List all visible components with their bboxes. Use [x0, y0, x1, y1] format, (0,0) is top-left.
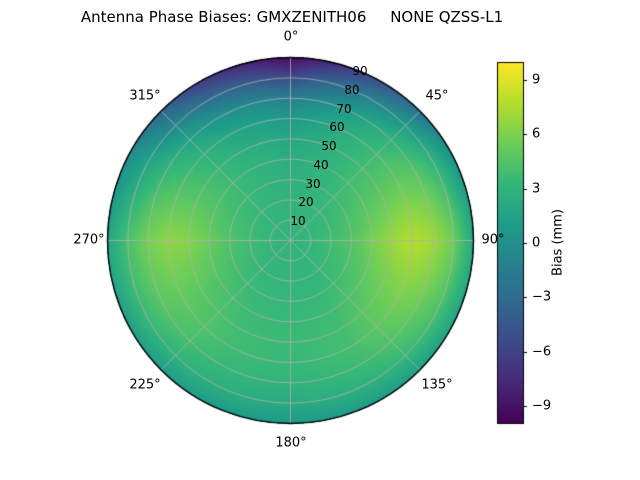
radial-tick-label-10: 10 [290, 214, 306, 228]
radial-tick-label-50: 50 [321, 139, 337, 153]
radial-tick-label-60: 60 [329, 120, 345, 134]
azimuth-tick-label-90: 90° [481, 232, 505, 248]
radial-tick-label-40: 40 [313, 158, 329, 172]
azimuth-tick-label-135: 135° [421, 377, 453, 393]
colorbar-tick-label-m3: −3 [532, 289, 552, 305]
colorbar-tick-label-m6: −6 [532, 344, 552, 360]
colorbar-axis-label: Bias (mm) [550, 209, 566, 276]
radial-tick-label-90: 90 [352, 64, 368, 78]
azimuth-tick-label-315: 315° [129, 88, 161, 104]
radial-tick-label-30: 30 [305, 177, 321, 191]
azimuth-tick-label-45: 45° [425, 88, 449, 104]
azimuth-tick-label-270: 270° [73, 232, 105, 248]
colorbar-tick-label-m9: −9 [532, 398, 552, 414]
azimuth-tick-label-180: 180° [275, 435, 307, 451]
colorbar-tick-label-9: 9 [532, 72, 541, 88]
radial-tick-label-80: 80 [344, 83, 360, 97]
colorbar-tick-label-0: 0 [532, 235, 541, 251]
chart-title: Antenna Phase Biases: GMXZENITH06 NONE Q… [80, 8, 504, 26]
azimuth-tick-label-225: 225° [129, 377, 161, 393]
azimuth-tick-label-0: 0° [283, 29, 299, 45]
radial-tick-label-20: 20 [298, 195, 314, 209]
colorbar-tick-label-6: 6 [532, 126, 541, 142]
colorbar-tick-label-3: 3 [532, 181, 541, 197]
radial-tick-label-70: 70 [336, 102, 352, 116]
